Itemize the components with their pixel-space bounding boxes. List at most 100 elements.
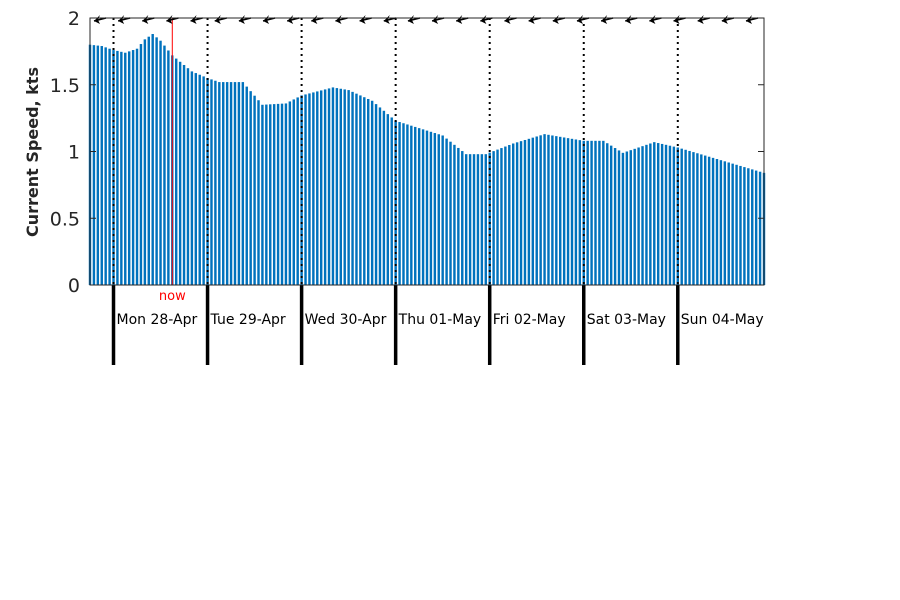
speed-bar bbox=[664, 144, 668, 285]
direction-arrow-head bbox=[190, 15, 197, 24]
speed-bar bbox=[719, 160, 723, 285]
speed-bar bbox=[225, 82, 229, 285]
speed-bar bbox=[190, 71, 194, 286]
speed-bar bbox=[496, 149, 499, 285]
speed-bar bbox=[374, 104, 378, 285]
speed-bar bbox=[590, 140, 593, 285]
speed-bar bbox=[751, 169, 754, 285]
speed-bar bbox=[92, 45, 96, 285]
speed-bar bbox=[727, 162, 730, 285]
direction-arrow-head bbox=[166, 15, 173, 24]
speed-bar bbox=[214, 80, 217, 286]
speed-bar bbox=[758, 171, 762, 285]
speed-bar bbox=[331, 87, 335, 285]
speed-bar bbox=[519, 141, 523, 285]
direction-arrow-head bbox=[601, 15, 608, 24]
direction-arrow-head bbox=[214, 15, 221, 24]
direction-arrow-head bbox=[625, 15, 632, 24]
speed-bar bbox=[649, 143, 652, 285]
speed-bar bbox=[347, 90, 350, 285]
speed-bar bbox=[139, 44, 143, 285]
speed-bar bbox=[441, 135, 444, 285]
speed-bar bbox=[272, 104, 276, 285]
speed-bar bbox=[523, 139, 527, 285]
direction-arrow-head bbox=[480, 15, 487, 24]
speed-bar bbox=[492, 151, 495, 285]
speed-bar bbox=[692, 152, 695, 285]
speed-bar bbox=[735, 164, 738, 285]
speed-bar bbox=[433, 133, 437, 285]
speed-bar bbox=[731, 163, 734, 285]
direction-arrow-head bbox=[263, 15, 270, 24]
speed-bar bbox=[653, 142, 656, 285]
speed-bar bbox=[480, 154, 484, 285]
speed-bar bbox=[355, 93, 358, 286]
speed-bar bbox=[398, 122, 401, 285]
direction-arrow-head bbox=[697, 15, 704, 24]
speed-bar bbox=[449, 141, 452, 285]
speed-bar bbox=[700, 154, 703, 285]
speed-bar bbox=[343, 89, 346, 285]
speed-bar bbox=[245, 86, 248, 285]
speed-bar bbox=[151, 34, 154, 285]
speed-bar bbox=[186, 68, 190, 285]
direction-arrow-head bbox=[528, 15, 535, 24]
speed-bar bbox=[629, 150, 632, 285]
speed-bar bbox=[233, 82, 237, 285]
speed-bar bbox=[504, 146, 507, 285]
direction-arrow-head bbox=[504, 15, 511, 24]
speed-bar bbox=[464, 154, 468, 285]
speed-bar bbox=[229, 82, 233, 285]
speed-bar bbox=[570, 138, 574, 285]
speed-bar bbox=[645, 144, 648, 285]
speed-bar bbox=[515, 142, 519, 285]
speed-bar bbox=[96, 45, 100, 286]
speed-bar bbox=[606, 143, 609, 285]
speed-bar bbox=[104, 47, 107, 286]
direction-arrow-head bbox=[576, 15, 583, 24]
speed-bar bbox=[292, 99, 295, 285]
speed-bar bbox=[249, 91, 252, 286]
speed-bar bbox=[147, 36, 150, 285]
speed-bar bbox=[414, 126, 417, 285]
day-label: Sun 04-May bbox=[681, 312, 764, 328]
speed-bar bbox=[210, 79, 213, 285]
speed-bar bbox=[367, 98, 370, 286]
direction-arrow-head bbox=[94, 15, 100, 24]
direction-arrow-head bbox=[142, 15, 149, 24]
speed-bar bbox=[237, 82, 241, 285]
direction-arrow-head bbox=[311, 15, 318, 24]
speed-bar bbox=[621, 152, 625, 285]
speed-bar bbox=[335, 88, 339, 286]
speed-bar bbox=[182, 64, 186, 285]
speed-bar bbox=[739, 165, 742, 285]
speed-bar bbox=[472, 154, 476, 285]
speed-bar bbox=[723, 161, 727, 285]
speed-bar bbox=[222, 82, 225, 285]
y-tick-label: 0.5 bbox=[50, 208, 80, 230]
direction-arrow-head bbox=[552, 15, 559, 24]
speed-bar bbox=[359, 95, 362, 286]
speed-bar bbox=[127, 51, 131, 285]
speed-bar bbox=[323, 89, 327, 285]
speed-bar bbox=[656, 143, 660, 285]
speed-bar bbox=[586, 140, 589, 285]
speed-bar bbox=[421, 129, 425, 285]
day-label: Mon 28-Apr bbox=[117, 312, 198, 328]
speed-bar bbox=[351, 91, 354, 286]
direction-arrow-head bbox=[407, 15, 414, 24]
speed-bar bbox=[155, 37, 158, 285]
speed-bar bbox=[194, 73, 198, 285]
speed-bar bbox=[711, 157, 715, 285]
speed-bar bbox=[265, 104, 268, 286]
speed-bar bbox=[754, 170, 758, 285]
speed-bar bbox=[417, 128, 421, 285]
speed-bar bbox=[327, 88, 331, 285]
speed-bar bbox=[684, 149, 687, 285]
speed-bar bbox=[743, 167, 746, 285]
day-label: Fri 02-May bbox=[493, 312, 566, 328]
speed-bar bbox=[378, 107, 382, 285]
direction-arrow-head bbox=[335, 15, 342, 24]
